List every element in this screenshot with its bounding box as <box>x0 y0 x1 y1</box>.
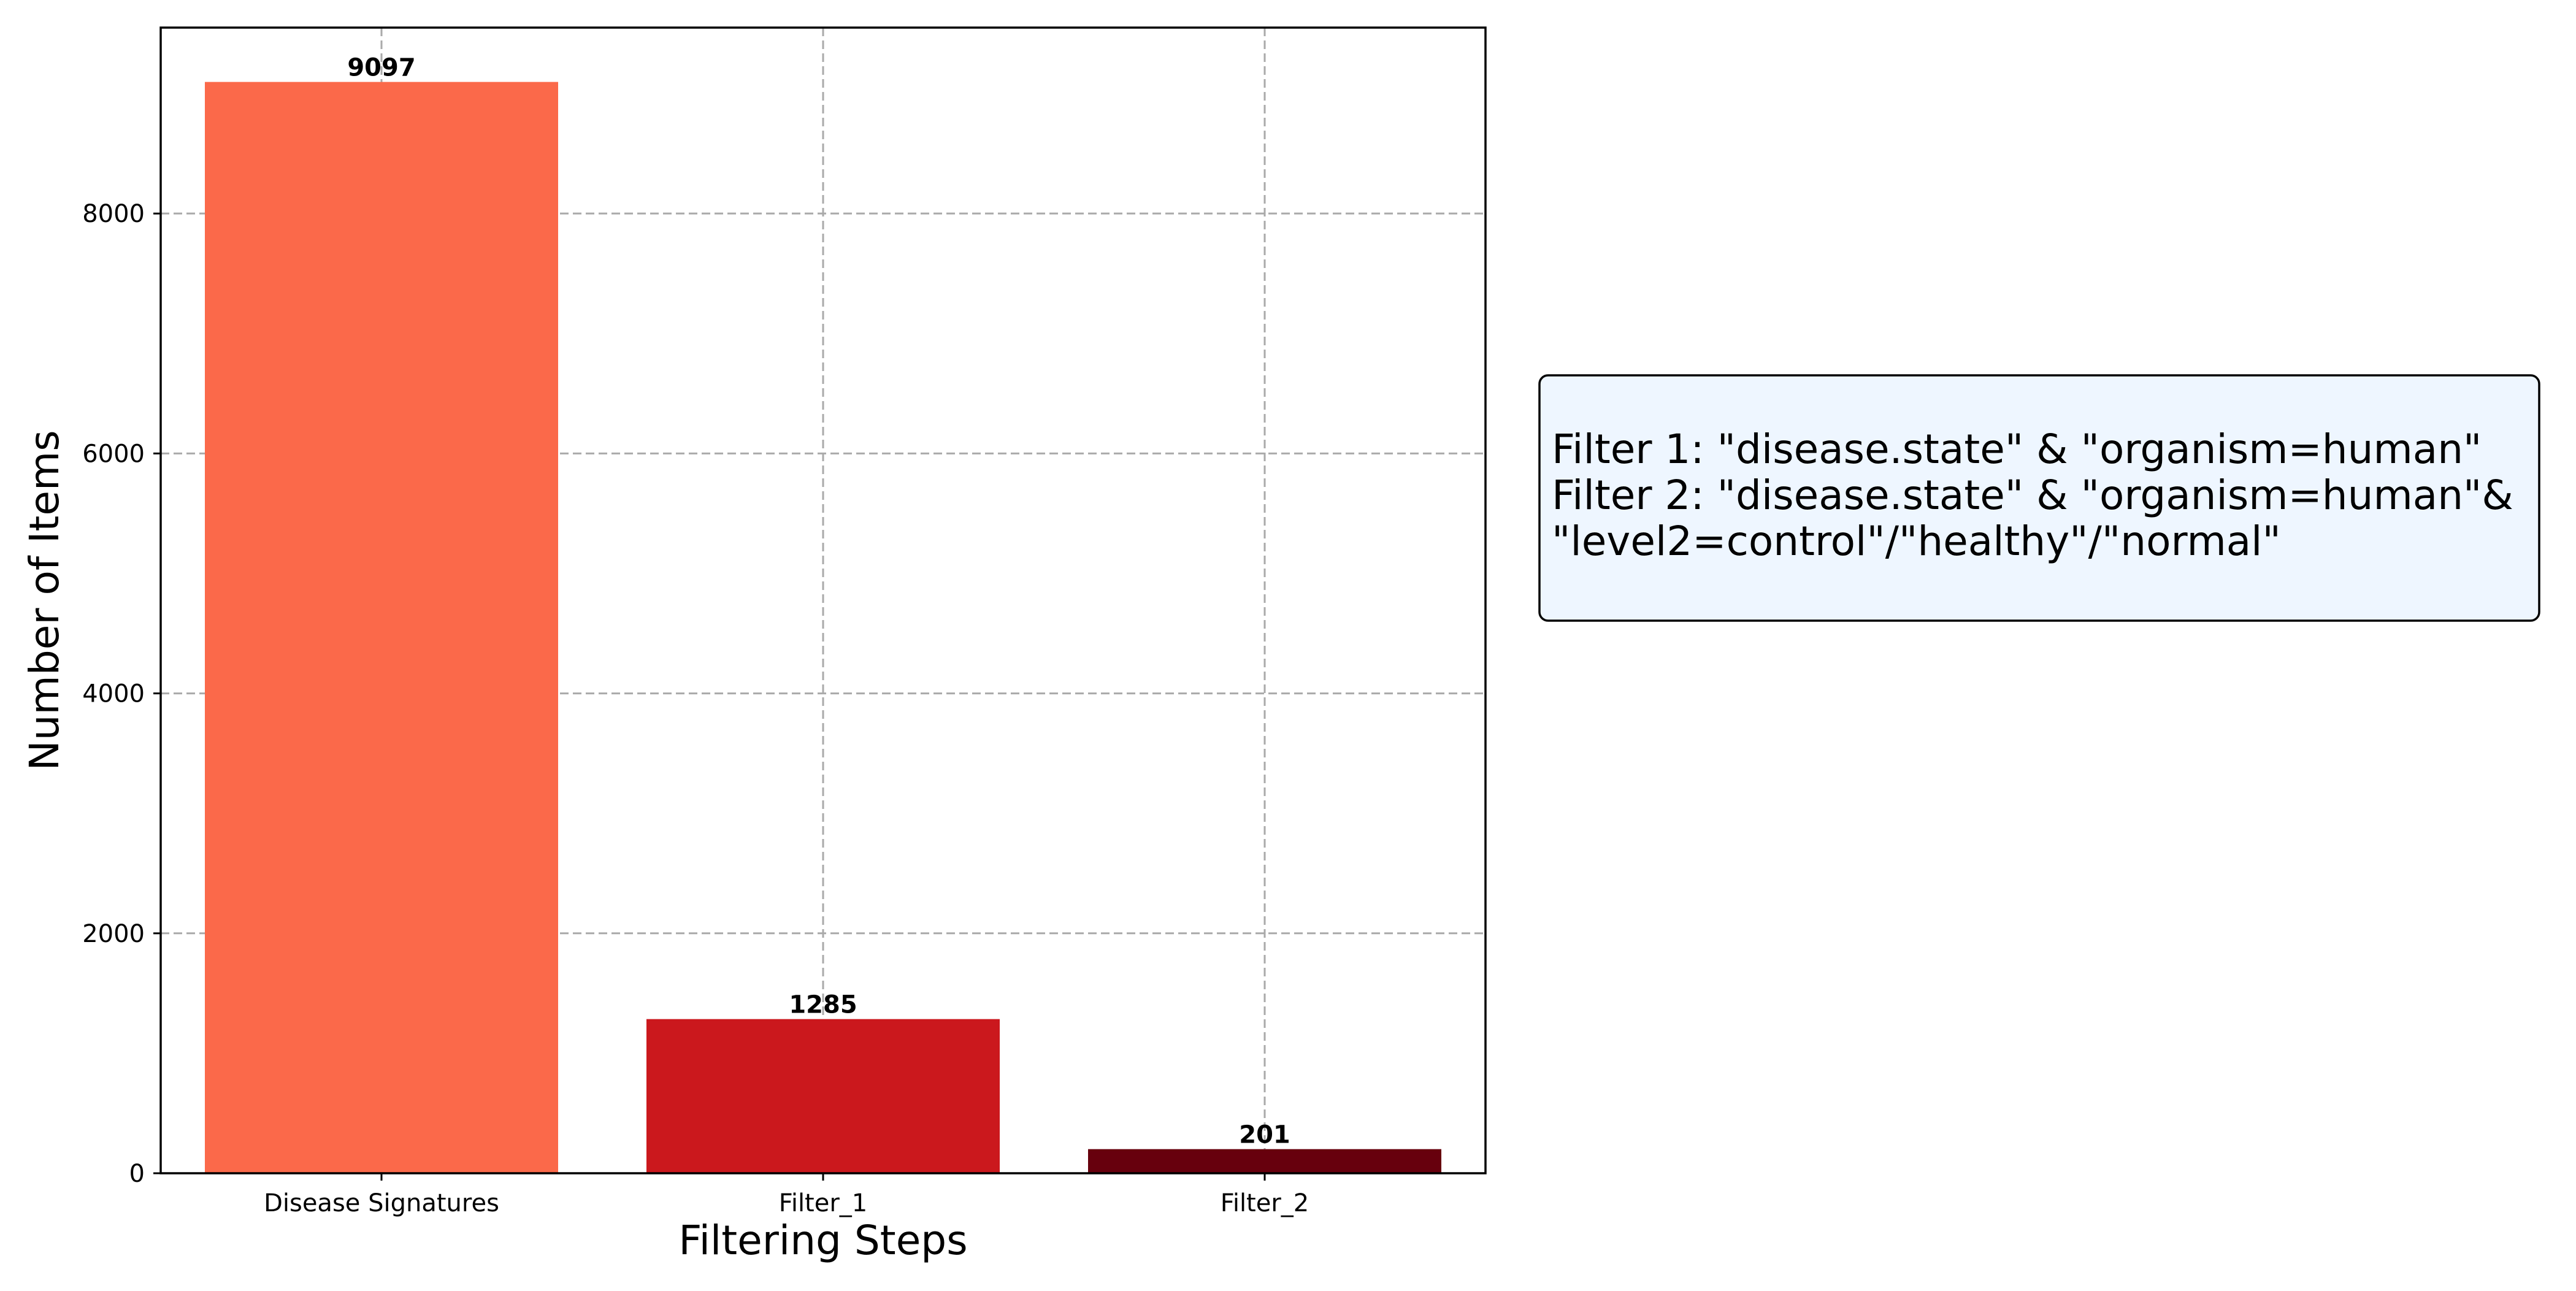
filter-note-line-1: Filter 1: "disease.state" & "organism=hu… <box>1552 426 2482 473</box>
y-tick-label-0: 0 <box>129 1160 145 1188</box>
y-tick-label-1: 2000 <box>82 920 145 948</box>
data-label-1: 1285 <box>789 991 857 1019</box>
axis-ticks: 0 2000 4000 6000 8000 Disease Signatures Filte… <box>82 200 1309 1217</box>
filter-note-line-3: "level2=control"/"healthy"/"normal" <box>1552 518 2281 565</box>
x-axis-label: Filtering Steps <box>678 1217 967 1264</box>
filter-note-line-2: Filter 2: "disease.state" & "organism=hu… <box>1552 472 2513 519</box>
data-label-0: 9097 <box>347 54 415 82</box>
bar-1 <box>646 1019 1000 1173</box>
bar-2 <box>1088 1149 1441 1173</box>
data-label-2: 201 <box>1239 1121 1290 1149</box>
y-tick-label-2: 4000 <box>82 680 145 708</box>
y-tick-label-4: 8000 <box>82 200 145 228</box>
bars <box>205 82 1441 1173</box>
y-tick-label-3: 6000 <box>82 440 145 468</box>
x-tick-label-0: Disease Signatures <box>264 1189 499 1217</box>
x-tick-label-1: Filter_1 <box>779 1189 868 1217</box>
filter-notes-background <box>1538 374 2540 622</box>
bar-0 <box>205 82 558 1173</box>
data-labels: 9097 1285 201 <box>347 54 1290 1149</box>
y-axis-label: Number of Items <box>21 430 68 770</box>
x-tick-label-2: Filter_2 <box>1221 1189 1309 1217</box>
filter-notes-box: Filter 1: "disease.state" & "organism=hu… <box>1538 374 2540 622</box>
